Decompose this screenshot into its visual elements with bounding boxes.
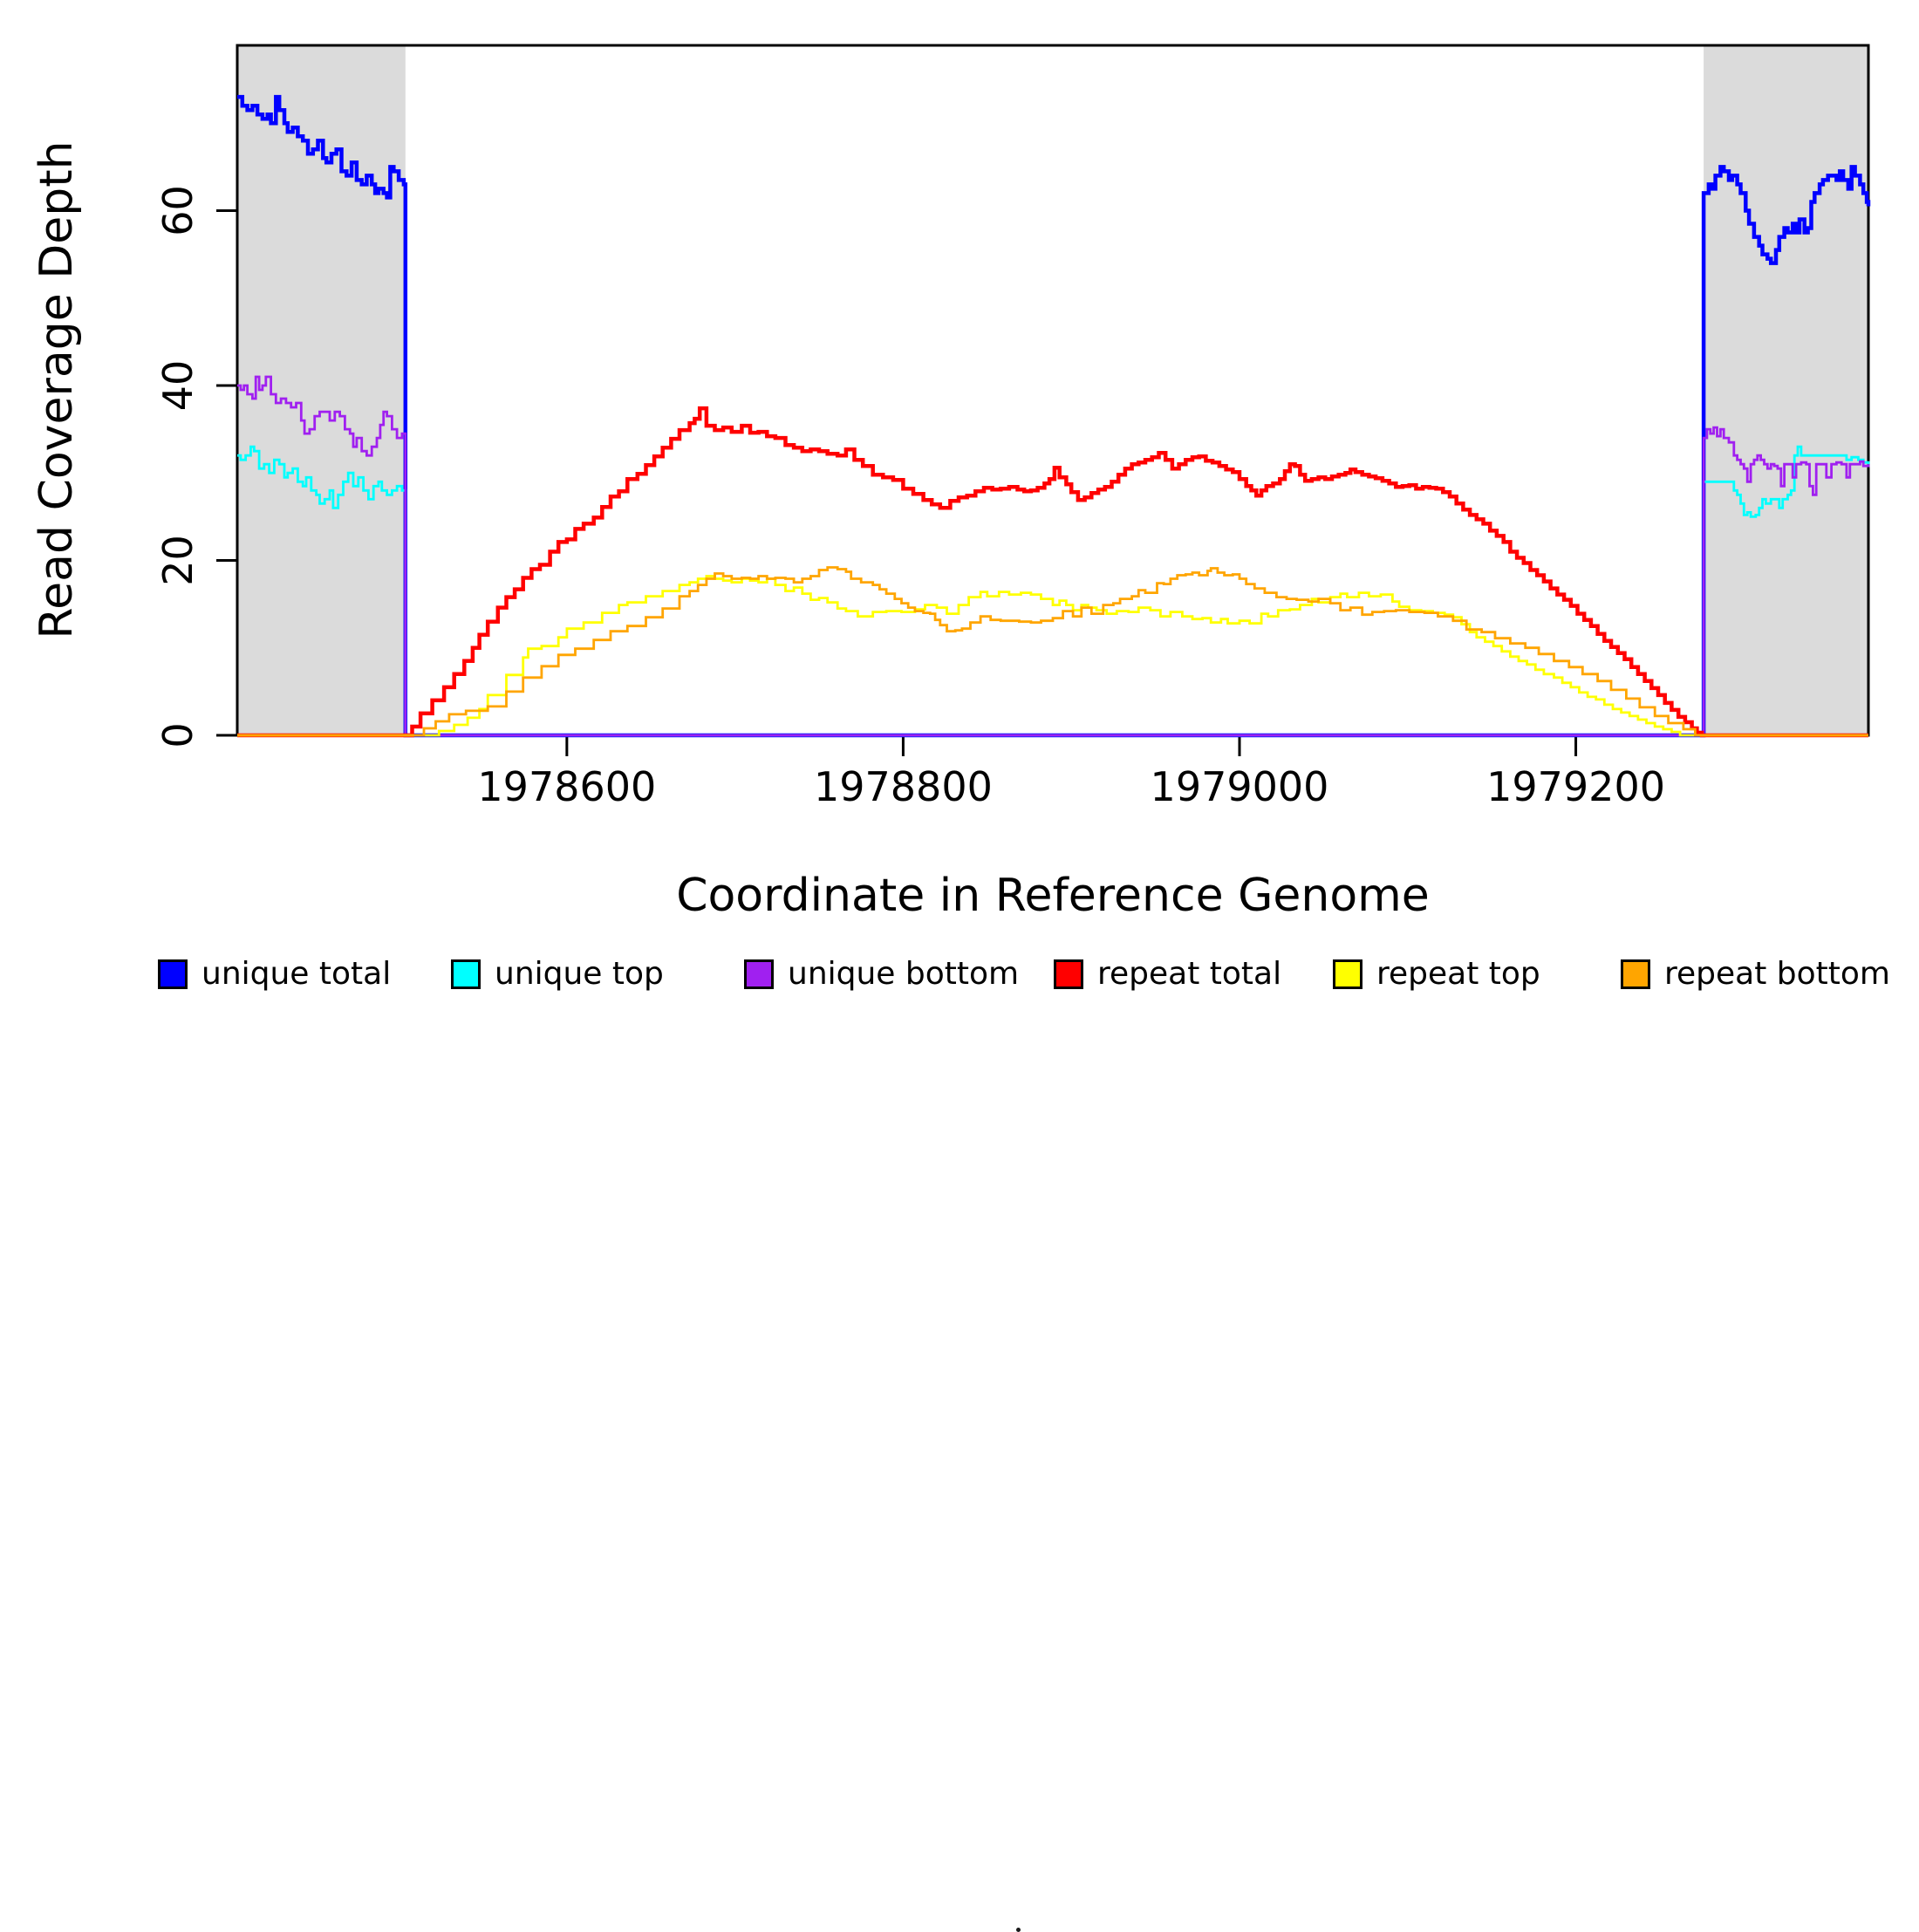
axis-tick-labels: 1978600 1978800 1979000 1979200 0 20 40 60 xyxy=(154,185,1665,810)
coverage-series-lines xyxy=(237,94,1871,738)
legend-label: unique total xyxy=(201,956,392,992)
legend-item-unique-total: unique total xyxy=(158,956,391,992)
y-tick-label: 60 xyxy=(154,185,201,236)
plot-border-box xyxy=(236,44,1870,737)
x-tick-label: 1978800 xyxy=(814,763,993,810)
series-line-repeat-total xyxy=(237,406,1868,738)
y-axis-title: Read Coverage Depth xyxy=(31,140,83,638)
series-line-unique-bottom xyxy=(237,375,1870,737)
axis-ticks xyxy=(216,208,1578,756)
x-tick-label: 1979200 xyxy=(1486,763,1665,810)
unique-top-swatch-icon xyxy=(451,959,481,989)
legend-label: unique top xyxy=(495,956,664,992)
legend-label: repeat bottom xyxy=(1664,956,1890,992)
repeat-top-swatch-icon xyxy=(1333,959,1362,989)
coverage-chart: 1978600 1978800 1979000 1979200 0 20 40 60 Coor… xyxy=(31,44,1871,922)
shaded-region xyxy=(1704,45,1868,735)
legend-item-unique-bottom: unique bottom xyxy=(744,956,1019,992)
shaded-region xyxy=(237,45,406,735)
y-tick-label: 20 xyxy=(154,535,201,586)
repeat-bottom-swatch-icon xyxy=(1621,959,1650,989)
x-tick-label: 1979000 xyxy=(1151,763,1329,810)
plot-border xyxy=(236,44,1870,737)
y-tick-label: 40 xyxy=(154,360,201,412)
series-line-unique-top xyxy=(237,445,1870,737)
series-line-repeat-bottom xyxy=(237,566,1868,737)
unique-total-swatch-icon xyxy=(158,959,188,989)
legend-item-unique-top: unique top xyxy=(451,956,664,992)
series-line-repeat-top xyxy=(237,575,1868,737)
legend-item-repeat-top: repeat top xyxy=(1333,956,1540,992)
x-axis-title: Coordinate in Reference Genome xyxy=(676,870,1430,922)
unique-bottom-swatch-icon xyxy=(744,959,774,989)
stray-dot-mark xyxy=(1016,1928,1021,1932)
x-tick-label: 1978600 xyxy=(477,763,656,810)
legend: unique total unique top unique bottom re… xyxy=(0,956,1919,1932)
legend-label: repeat top xyxy=(1376,956,1540,992)
legend-label: unique bottom xyxy=(788,956,1020,992)
coverage-plot-page: { "chart_data": { "type": "line", "title… xyxy=(0,44,1919,1932)
repeat-total-swatch-icon xyxy=(1054,959,1083,989)
shaded-unique-regions xyxy=(237,45,1868,735)
legend-item-repeat-total: repeat total xyxy=(1054,956,1281,992)
legend-item-repeat-bottom: repeat bottom xyxy=(1621,956,1890,992)
series-line-unique-total xyxy=(237,94,1871,738)
y-tick-label: 0 xyxy=(154,722,201,748)
legend-label: repeat total xyxy=(1097,956,1282,992)
